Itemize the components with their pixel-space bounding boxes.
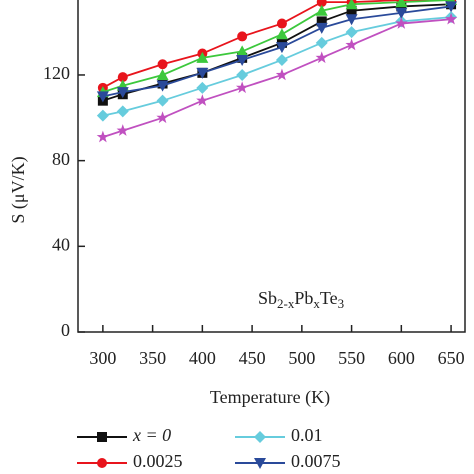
- marker: [315, 51, 328, 64]
- marker: [156, 68, 169, 80]
- marker: [156, 111, 169, 124]
- marker: [316, 0, 327, 8]
- marker: [444, 12, 458, 25]
- marker: [116, 124, 129, 136]
- marker: [116, 105, 129, 118]
- annotation-part: x: [313, 296, 320, 311]
- marker: [345, 14, 358, 26]
- x-tick-label: 300: [89, 348, 116, 368]
- marker: [97, 432, 107, 442]
- x-tick-label: 500: [288, 348, 315, 368]
- marker: [116, 87, 129, 99]
- x-axis-label: Temperature (K): [210, 387, 330, 408]
- series-line: [102, 18, 452, 138]
- marker: [196, 81, 209, 94]
- marker: [254, 458, 266, 469]
- marker: [97, 458, 107, 468]
- series-line: [102, 16, 452, 117]
- marker: [196, 67, 209, 79]
- marker: [315, 36, 328, 49]
- x-tick-label: 600: [388, 348, 415, 368]
- marker: [395, 0, 408, 8]
- marker: [236, 54, 249, 66]
- annotation-part: Pb: [294, 288, 313, 308]
- marker: [96, 109, 109, 122]
- y-tick-label: 80: [52, 149, 70, 169]
- y-axis-label: S (μV/K): [8, 156, 29, 223]
- annotation-part: 3: [338, 296, 345, 311]
- y-tick-label: 120: [43, 63, 70, 83]
- y-tick-label: 0: [61, 320, 70, 340]
- marker: [196, 94, 209, 106]
- marker: [196, 51, 209, 63]
- legend-label: x = 0: [132, 425, 171, 445]
- x-tick-label: 350: [139, 348, 166, 368]
- series-line: [102, 0, 452, 93]
- annotation-part: 2-x: [277, 296, 295, 311]
- marker: [156, 80, 169, 92]
- marker: [395, 7, 408, 19]
- marker: [235, 81, 249, 94]
- legend-label: 0.0025: [133, 451, 183, 471]
- marker: [96, 91, 109, 103]
- series-line: [102, 5, 452, 98]
- marker: [315, 4, 328, 16]
- marker: [254, 431, 266, 443]
- legend-label: 0.01: [291, 425, 323, 445]
- y-tick-label: 40: [52, 234, 70, 254]
- marker: [275, 42, 288, 54]
- marker: [345, 0, 358, 10]
- legend-label: 0.0075: [291, 451, 341, 471]
- marker: [345, 26, 358, 39]
- marker: [276, 18, 287, 29]
- series-line: [102, 0, 452, 89]
- annotation-part: Sb: [258, 288, 277, 308]
- marker: [445, 1, 458, 13]
- plot-frame: [77, 0, 466, 333]
- x-tick-label: 450: [239, 348, 266, 368]
- marker: [395, 17, 408, 29]
- marker: [117, 72, 128, 83]
- annotation-part: Te: [320, 288, 338, 308]
- marker: [275, 28, 288, 40]
- marker: [236, 68, 249, 81]
- marker: [156, 94, 169, 107]
- x-tick-label: 400: [189, 348, 216, 368]
- marker: [157, 59, 168, 70]
- marker: [275, 68, 289, 81]
- annotation: Sb2-xPbxTe3: [258, 288, 344, 311]
- x-tick-label: 650: [438, 348, 465, 368]
- marker: [96, 130, 110, 143]
- marker: [345, 38, 358, 51]
- x-tick-label: 550: [338, 348, 365, 368]
- marker: [275, 53, 288, 66]
- marker: [315, 22, 328, 34]
- marker: [237, 31, 248, 42]
- marker: [236, 45, 249, 57]
